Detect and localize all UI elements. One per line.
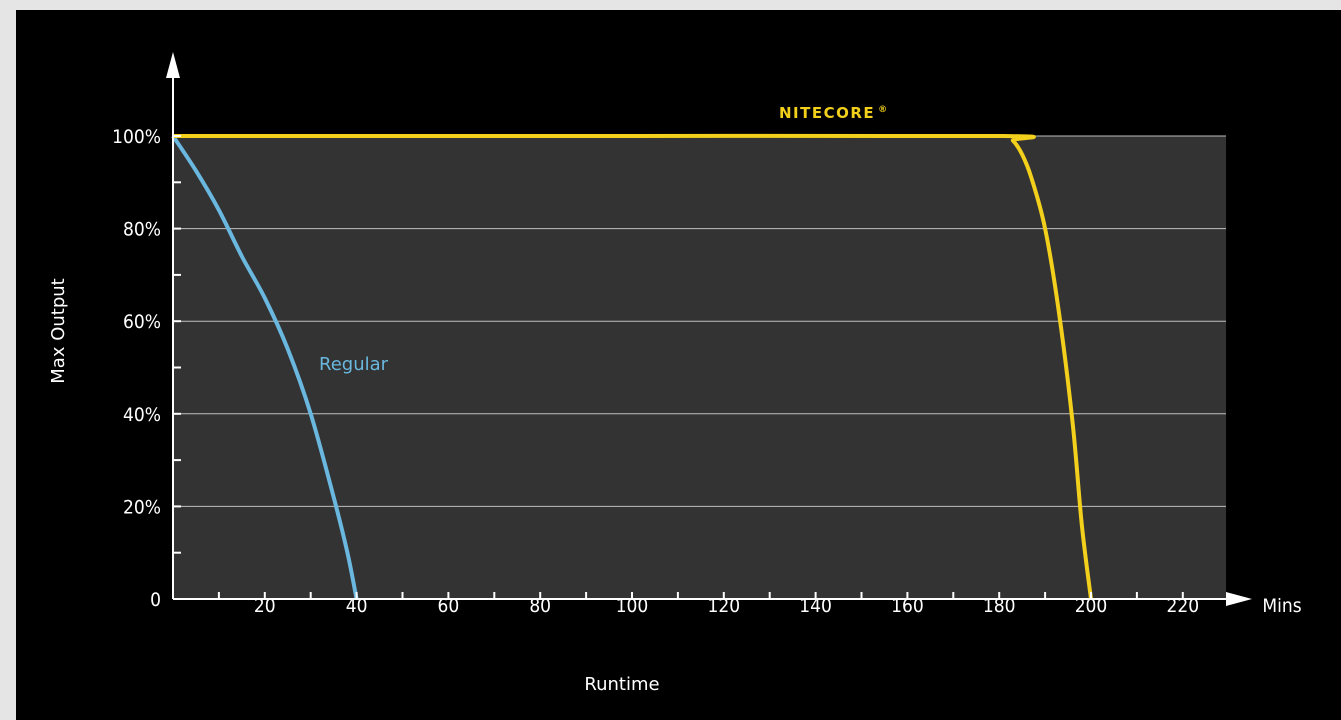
x-tick-label-180: 180 [983,595,1016,617]
series-label-regular: Regular [319,354,389,375]
x-tick-label-20: 20 [254,595,276,617]
chart-frame: 20 40 60 80 100 120 140 160 180 200 220 0 20% 40% 60% 8… [16,10,1341,720]
x-tick-label-160: 160 [891,595,924,617]
runtime-chart: 20 40 60 80 100 120 140 160 180 200 220 0 20% 40% 60% 8… [48,52,1302,695]
y-axis-arrow [166,52,180,78]
plot-area [173,136,1226,599]
y-tick-label-0: 0 [150,589,161,611]
x-tick-label-40: 40 [346,595,368,617]
series-line-regular [171,134,359,600]
x-tick-label-120: 120 [707,595,740,617]
x-tick-label-140: 140 [799,595,832,617]
y-tick-label-40: 40% [123,404,161,426]
brand-registered-mark: ® [878,105,887,115]
x-tick-label-220: 220 [1166,595,1199,617]
brand-name: NITECORE [779,104,875,122]
y-tick-label-100: 100% [112,126,161,148]
series-line-nitecore [173,133,1093,600]
y-tick-label-80: 80% [123,219,161,241]
x-tick-label-200: 200 [1075,595,1108,617]
y-tick-label-60: 60% [123,311,161,333]
x-axis-arrow [1226,592,1252,606]
y-axis-title: Max Output [48,278,69,383]
x-tick-label-80: 80 [529,595,551,617]
x-axis-unit-label: Mins [1262,595,1301,617]
x-tick-label-100: 100 [616,595,649,617]
series-label-nitecore: NITECORE ® [779,104,887,122]
y-tick-label-20: 20% [123,496,161,518]
x-axis-title: Runtime [584,674,659,695]
x-tick-label-60: 60 [438,595,460,617]
